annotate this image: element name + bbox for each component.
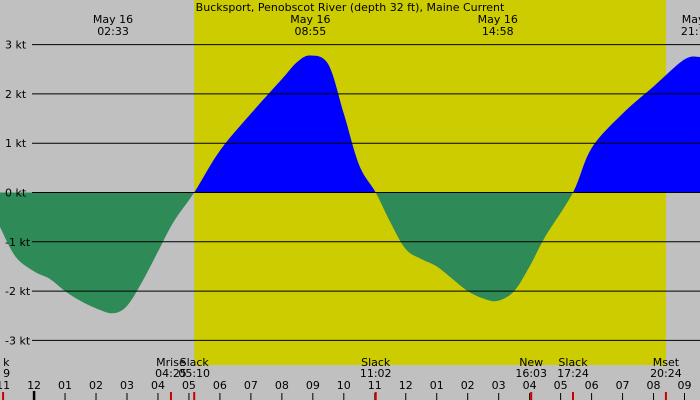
event-time-label: 20:24 [650,367,682,380]
y-tick-label: -3 kt [5,334,31,347]
event-time-label: 17:24 [557,367,589,380]
x-tick-label: 10 [337,379,351,392]
top-time-label: 21:1 [681,25,700,38]
chart-title: Bucksport, Penobscot River (depth 32 ft)… [196,1,505,14]
x-tick-label: 07 [616,379,630,392]
x-tick-label: 02 [89,379,103,392]
x-tick-label: 04 [523,379,537,392]
top-time-label: 14:58 [482,25,514,38]
ebb-current-area [0,192,700,314]
event-name-label: Slack [361,356,391,369]
top-time-label: 08:55 [295,25,327,38]
x-tick-label: 01 [430,379,444,392]
x-tick-label: 12 [27,379,41,392]
x-tick-label: 06 [213,379,227,392]
event-time-label: 16:03 [515,367,547,380]
y-axis-labels: 3 kt 2 kt 1 kt 0 kt -1 kt -2 kt -3 kt [5,39,31,348]
x-tick-label: 02 [461,379,475,392]
event-labels: k9Mrise04:25Slack05:10Slack11:02New16:03… [3,356,682,380]
gridlines [32,44,700,341]
x-tick-label: 03 [492,379,506,392]
top-date-label: May 16 [290,13,330,26]
event-time-label: 11:02 [360,367,392,380]
event-time-label: 05:10 [178,367,210,380]
event-name-label: New [519,356,543,369]
x-tick-label: 08 [647,379,661,392]
top-date-label: May 16 [93,13,133,26]
x-tick-label: 08 [275,379,289,392]
event-name-label: Slack [558,356,588,369]
y-tick-label: 0 kt [5,187,27,200]
x-tick-label: 07 [244,379,258,392]
x-tick-label: 04 [151,379,165,392]
x-tick-label: 12 [399,379,413,392]
top-date-label: May 16 [478,13,518,26]
event-time-label: 04:25 [155,367,187,380]
event-time-label: 9 [3,367,10,380]
top-date-label: May [682,13,700,26]
y-tick-label: -1 kt [5,236,31,249]
y-tick-label: -2 kt [5,285,31,298]
x-axis: 11 12 01 02 03 04 05 06 07 08 09 10 11 12 01 02 03 04 05 06… [0,379,692,400]
event-name-label: Mset [653,356,680,369]
y-tick-label: 3 kt [5,39,27,52]
x-tick-label: 09 [678,379,692,392]
x-tick-label: 06 [585,379,599,392]
x-tick-label: 11 [368,379,382,392]
x-tick-label: 05 [182,379,196,392]
x-tick-label: 05 [554,379,568,392]
flood-current-area [0,55,700,193]
event-name-label: k [3,356,10,369]
y-tick-label: 2 kt [5,88,27,101]
y-tick-label: 1 kt [5,137,27,150]
event-name-label: Slack [180,356,210,369]
x-tick-label: 09 [306,379,320,392]
event-name-label: Mrise [156,356,186,369]
x-tick-label: 11 [0,379,10,392]
x-tick-label: 03 [120,379,134,392]
current-areas [0,55,700,314]
top-time-label: 02:33 [97,25,129,38]
x-tick-label: 01 [58,379,72,392]
